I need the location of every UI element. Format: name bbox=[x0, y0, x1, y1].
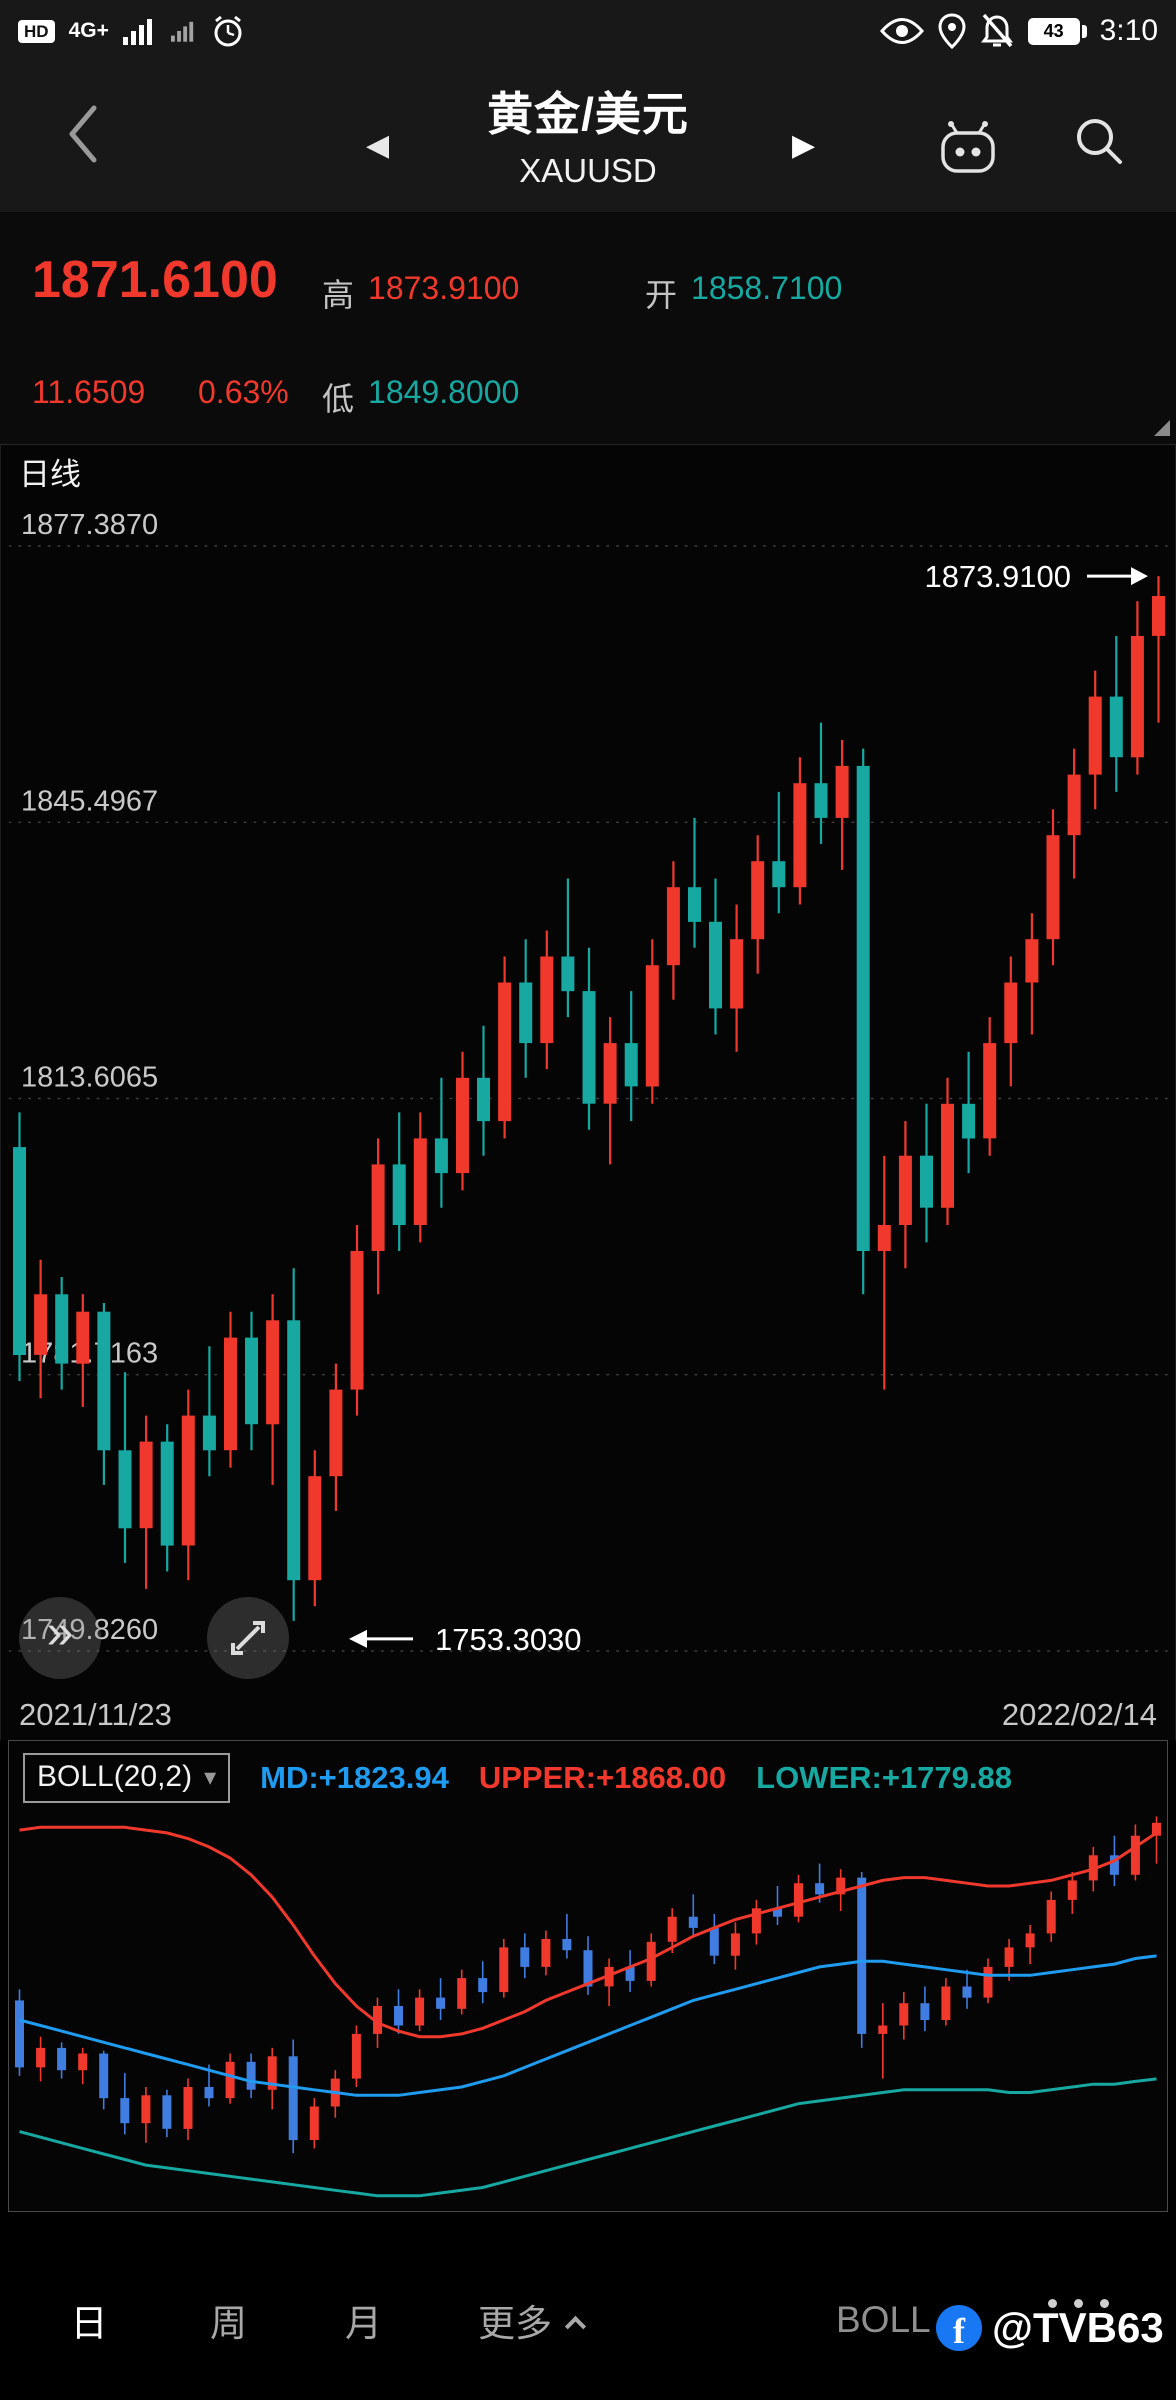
boll-chart bbox=[15, 1816, 1161, 2198]
main-chart-area: 日线 1877.3870 1845.4967 1813.6065 1781.7163 1… bbox=[0, 444, 1176, 1740]
battery-level: 43 bbox=[1043, 20, 1064, 41]
eye-icon bbox=[879, 18, 924, 44]
quote-panel: 1871.6100 高 1873.9100 开 1858.7100 11.650… bbox=[0, 212, 1176, 444]
date-axis: 2021/11/23 2022/02/14 bbox=[19, 1697, 1157, 1733]
back-button[interactable] bbox=[64, 102, 100, 169]
bottom-toolbar: 日 周 月 更多 BOLL bbox=[0, 2287, 1176, 2357]
boll-lower-value: LOWER:+1779.88 bbox=[756, 1760, 1012, 1795]
chevron-up-icon bbox=[564, 2315, 587, 2337]
high-label: 高 bbox=[322, 277, 355, 313]
clock-time: 3:10 bbox=[1099, 14, 1158, 47]
prev-symbol-button[interactable]: ◀ bbox=[366, 129, 390, 162]
page-dots bbox=[1048, 2299, 1109, 2308]
indicator-selector-label: BOLL(20,2) bbox=[37, 1760, 193, 1793]
next-symbol-button[interactable]: ▶ bbox=[792, 129, 816, 162]
boll-md-value: MD:+1823.94 bbox=[260, 1760, 449, 1795]
status-left: HD 4G+ bbox=[18, 14, 245, 48]
watermark-text: @TVB63 bbox=[992, 2304, 1164, 2351]
battery-icon: 43 bbox=[1027, 17, 1087, 45]
start-date: 2021/11/23 bbox=[19, 1697, 172, 1732]
network-type-label: 4G+ bbox=[68, 19, 109, 42]
high-value: 1873.9100 bbox=[368, 270, 520, 306]
change-value: 11.6509 bbox=[32, 374, 146, 410]
open-value: 1858.7100 bbox=[691, 270, 843, 306]
tab-daily[interactable]: 日 bbox=[30, 2287, 148, 2353]
indicator-selector[interactable]: BOLL(20,2) ▾ bbox=[23, 1753, 231, 1803]
boll-header: BOLL(20,2) ▾ MD:+1823.94 UPPER:+1868.00 … bbox=[23, 1753, 1012, 1803]
last-price: 1871.6100 bbox=[32, 251, 278, 309]
signal-bars-2-icon bbox=[170, 21, 194, 42]
fast-scroll-button[interactable]: » bbox=[19, 1597, 101, 1679]
boll-panel: BOLL(20,2) ▾ MD:+1823.94 UPPER:+1868.00 … bbox=[8, 1740, 1168, 2212]
svg-text:1753.3030: 1753.3030 bbox=[435, 1622, 582, 1657]
search-button[interactable] bbox=[1070, 112, 1128, 173]
watermark: f @TVB63 bbox=[936, 2304, 1164, 2352]
low-label: 低 bbox=[322, 381, 355, 417]
svg-text:1749.8260: 1749.8260 bbox=[21, 1614, 158, 1646]
main-chart[interactable]: 1877.38701845.49671813.60651781.71631749… bbox=[9, 449, 1169, 1697]
robot-icon bbox=[941, 121, 995, 173]
more-label: 更多 bbox=[478, 2303, 552, 2344]
expand-corner-handle[interactable] bbox=[1154, 420, 1170, 436]
change-percent: 0.63% bbox=[198, 374, 289, 410]
end-date: 2022/02/14 bbox=[1001, 1697, 1157, 1732]
facebook-icon: f bbox=[936, 2305, 982, 2351]
expand-arrows-icon bbox=[231, 1621, 265, 1655]
chevron-left-icon bbox=[69, 105, 97, 163]
title-block: 黄金/美元 XAUUSD bbox=[0, 78, 1176, 190]
svg-text:1845.4967: 1845.4967 bbox=[21, 785, 158, 817]
status-bar: HD 4G+ bbox=[0, 0, 1176, 62]
low-quote: 低 1849.8000 bbox=[322, 374, 519, 420]
page-title: 黄金/美元 bbox=[487, 88, 689, 140]
notifications-off-icon bbox=[980, 13, 1013, 48]
boll-upper-value: UPPER:+1868.00 bbox=[478, 1760, 727, 1795]
high-quote: 高 1873.9100 bbox=[322, 270, 519, 316]
low-value: 1849.8000 bbox=[368, 374, 520, 410]
open-label: 开 bbox=[645, 277, 678, 313]
alarm-clock-icon bbox=[214, 15, 242, 47]
svg-text:1873.9100: 1873.9100 bbox=[924, 559, 1071, 594]
symbol-subtitle: XAUUSD bbox=[519, 152, 657, 189]
period-label: 日线 bbox=[19, 457, 81, 492]
app-header: ◀ 黄金/美元 XAUUSD ▶ bbox=[0, 62, 1176, 212]
status-right: 43 3:10 bbox=[879, 13, 1158, 49]
svg-text:1813.6065: 1813.6065 bbox=[21, 1062, 158, 1094]
signal-bars-icon bbox=[122, 19, 152, 45]
tab-monthly[interactable]: 月 bbox=[345, 2287, 382, 2353]
more-periods-button[interactable]: 更多 bbox=[478, 2287, 587, 2353]
svg-text:1877.3870: 1877.3870 bbox=[21, 509, 158, 541]
assistant-robot-button[interactable] bbox=[936, 120, 1000, 181]
tab-weekly[interactable]: 周 bbox=[210, 2287, 247, 2353]
search-icon bbox=[1077, 119, 1122, 164]
expand-button[interactable] bbox=[207, 1597, 289, 1679]
fast-scroll-icon: » bbox=[46, 1606, 74, 1659]
dropdown-arrow-icon: ▾ bbox=[204, 1763, 217, 1791]
indicator-name-button[interactable]: BOLL bbox=[836, 2287, 931, 2353]
hd-icon: HD bbox=[18, 19, 55, 43]
location-pin-icon bbox=[938, 13, 966, 49]
open-quote: 开 1858.7100 bbox=[645, 270, 842, 316]
